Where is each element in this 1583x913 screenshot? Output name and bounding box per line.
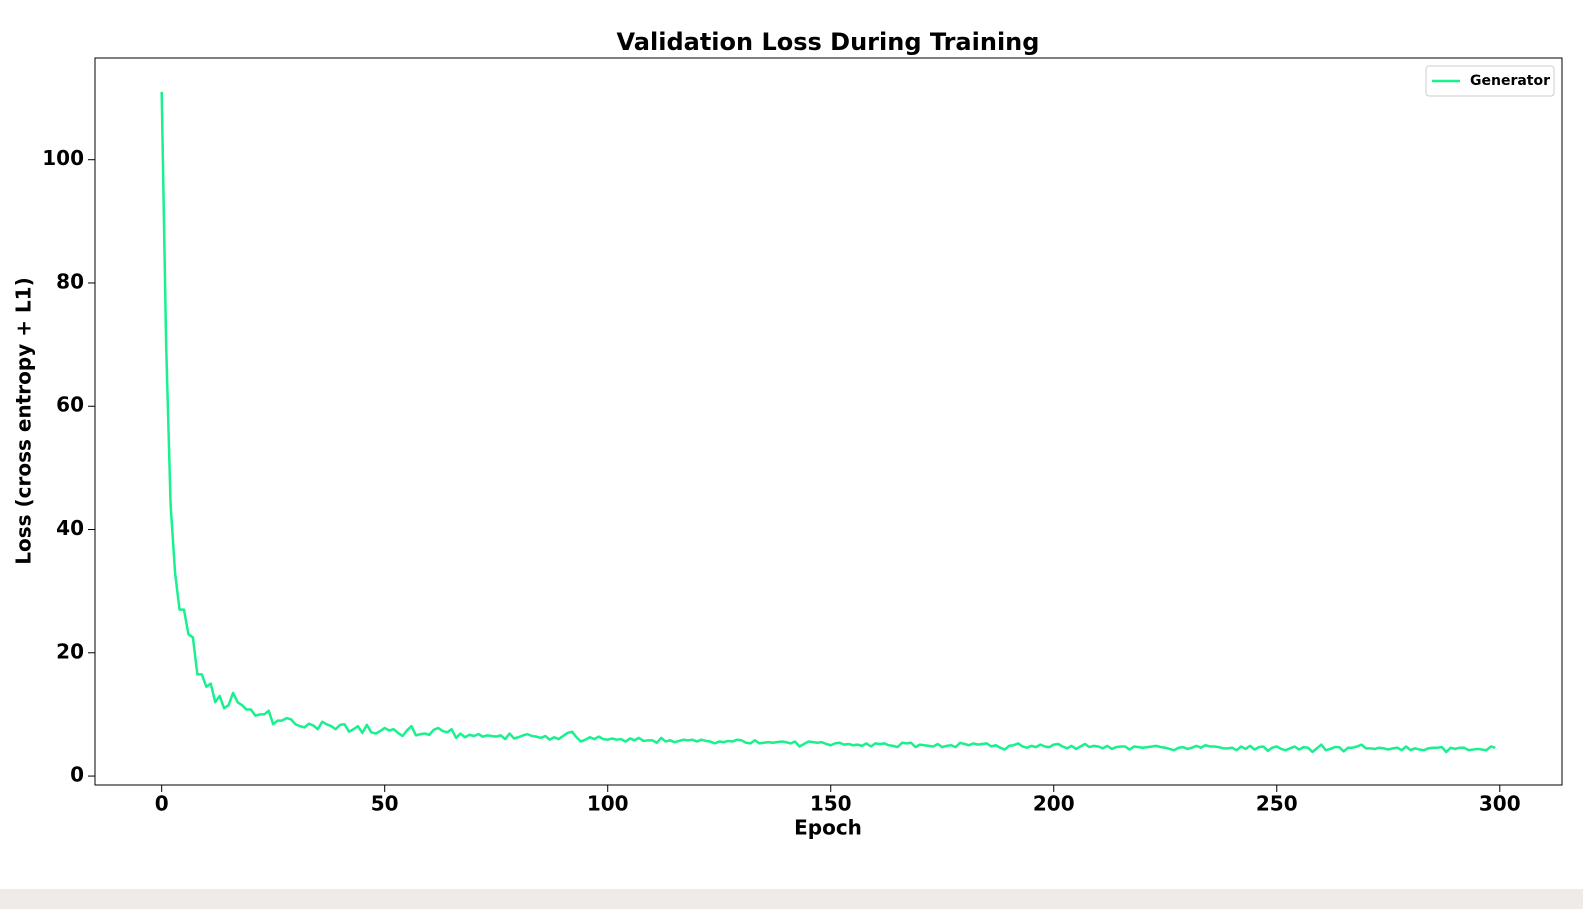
chart-title: Validation Loss During Training bbox=[617, 28, 1040, 56]
legend-label: Generator bbox=[1470, 73, 1550, 89]
x-tick-label: 150 bbox=[810, 792, 852, 816]
y-tick-label: 100 bbox=[42, 146, 84, 170]
x-tick-label: 300 bbox=[1479, 792, 1521, 816]
y-tick-label: 80 bbox=[56, 269, 84, 293]
y-tick-label: 40 bbox=[56, 516, 84, 540]
legend-box bbox=[1425, 65, 1555, 97]
y-axis-label: Loss (cross entropy + L1) bbox=[12, 277, 36, 564]
x-tick-label: 100 bbox=[587, 792, 629, 816]
line bbox=[160, 91, 1496, 754]
status-bar bbox=[0, 889, 1583, 909]
x-axis-label: Epoch bbox=[794, 816, 862, 840]
y-tick-label: 0 bbox=[70, 763, 84, 787]
plot-frame bbox=[94, 57, 1563, 786]
x-tick-label: 0 bbox=[155, 792, 169, 816]
x-tick-label: 250 bbox=[1256, 792, 1298, 816]
x-tick-label: 50 bbox=[371, 792, 399, 816]
x-tick-label: 200 bbox=[1033, 792, 1075, 816]
y-tick-label: 20 bbox=[56, 639, 84, 663]
y-tick-label: 60 bbox=[56, 393, 84, 417]
